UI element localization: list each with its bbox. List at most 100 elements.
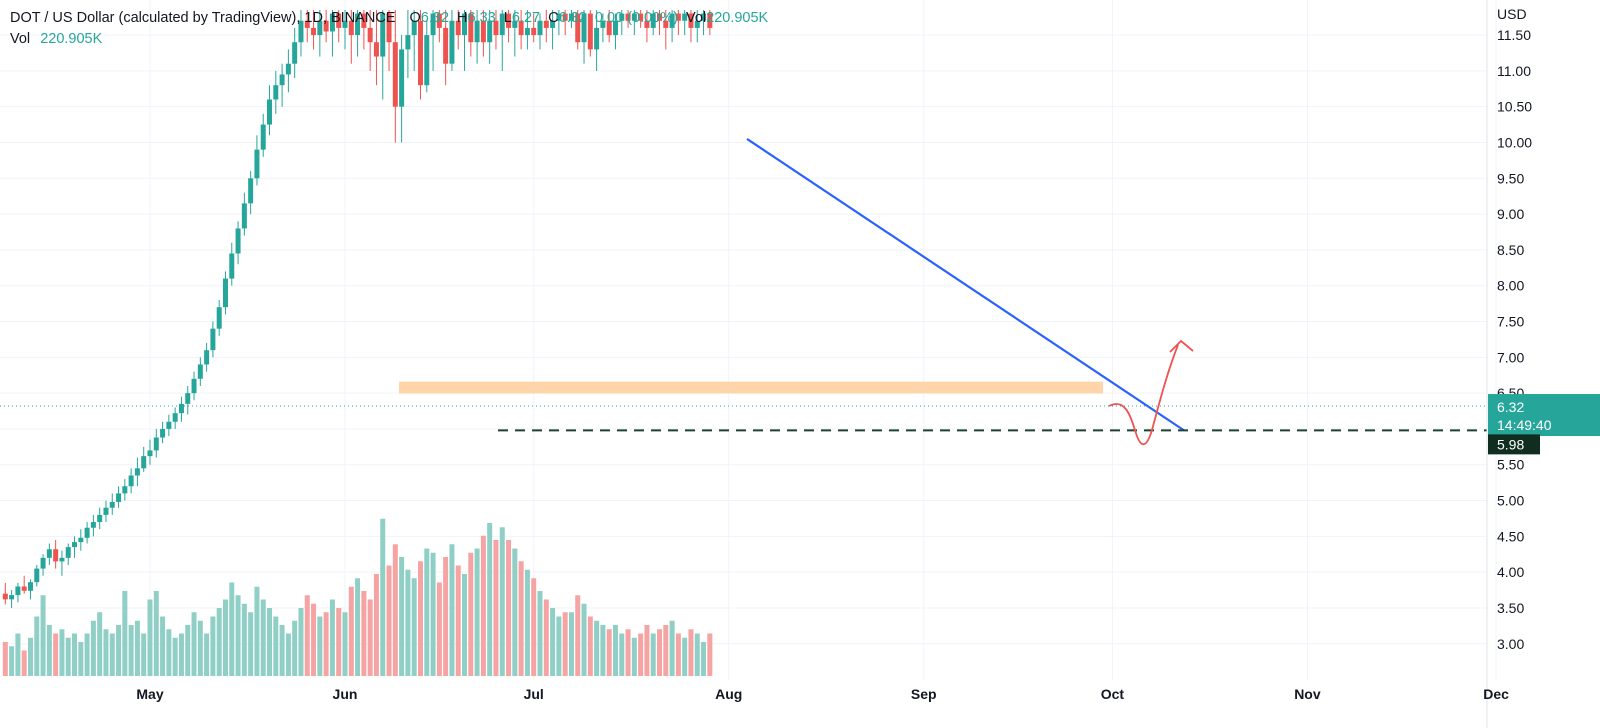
candle-body [531,27,537,36]
candle-body [46,549,52,558]
high-label: H [457,10,468,26]
candle-body [518,20,524,36]
close-label: C [548,10,559,26]
volume-bar [562,612,568,676]
volume-bar [487,523,493,676]
symbol-title[interactable]: DOT / US Dollar (calculated by TradingVi… [10,10,396,26]
volume-bar [248,612,254,676]
candle-body [342,20,348,28]
time-tick-label: Oct [1101,686,1125,702]
candle-body [612,20,618,36]
volume-bar [600,625,606,676]
candle-body [166,421,172,429]
candle-body [411,20,417,36]
volume-bar [90,620,96,676]
candle-body [72,542,78,548]
volume-bar [537,591,543,676]
candle-body [122,486,128,494]
volume-bar [298,608,304,676]
candle-body [373,42,379,57]
drawings [0,137,1487,446]
volume-bar [474,548,480,676]
volume-bars [2,518,713,676]
candle-body [455,20,461,36]
volume-legend: Vol 220.905K [10,31,102,47]
volume-bar [323,612,329,676]
low-value: 6.27 [511,10,541,26]
candle-body [594,27,600,50]
candle-body [361,13,367,28]
volume-bar [644,625,650,676]
price-tick-label: 7.50 [1497,314,1524,330]
bar-countdown: 14:49:40 [1497,417,1552,433]
change-value: 0.00 (0.00%) [594,10,678,26]
volume-bar [15,633,21,676]
volume-legend-label[interactable]: Vol [10,31,31,47]
volume-bar [657,629,663,676]
candle-body [229,253,235,279]
volume-bar [380,518,386,676]
candle-body [267,99,273,125]
candle-body [619,13,625,21]
candle-body [606,20,612,36]
volume-bar [109,633,115,676]
volume-bar [197,620,203,676]
candle-body [292,42,298,64]
candle-body [191,378,197,394]
volume-bar [449,544,455,676]
candle-body [147,450,153,457]
volume-bar [386,565,392,676]
volume-bar [701,642,707,676]
candle-body [405,35,411,50]
candle-body [285,63,291,75]
volume-legend-value: 220.905K [40,31,103,47]
candle-body [524,27,530,36]
candle-body [279,74,285,86]
candle-body [512,20,518,28]
volume-bar [675,633,681,676]
candle-body [380,13,386,57]
volume-bar [518,561,524,676]
time-tick-label: Jul [524,686,544,702]
candle-body [468,13,474,43]
price-tick-label: 11.00 [1497,63,1531,79]
volume-bar [65,637,71,676]
time-axis: May Jun Jul Aug Sep Oct Nov Dec [136,686,1509,702]
candle-body [241,203,247,229]
price-tick-label: 10.00 [1497,134,1532,150]
volume-bar [285,633,291,676]
time-tick-label: Jun [333,686,358,702]
candle-body [116,493,122,502]
volume-bar [229,582,235,676]
price-tick-label: 10.50 [1497,99,1532,115]
candle-body [329,13,335,32]
volume-bar [361,591,367,676]
volume-bar [191,612,197,676]
volume-bar [417,561,423,676]
candle-body [657,13,663,21]
volume-bar [59,629,65,676]
low-label: L [503,10,512,26]
volume-bar [2,642,8,676]
candle-body [298,20,304,43]
volume-bar [506,540,512,676]
volume-bar [342,612,348,676]
candle-body [53,549,59,562]
volume-bar [241,603,247,676]
volume-bar [443,557,449,676]
volume-bar [210,616,216,676]
candle-body [311,27,317,36]
volume-bar [235,595,241,676]
volume-bar [531,578,537,676]
candle-body [172,413,178,422]
volume-bar [185,625,191,676]
candle-body [153,437,159,451]
candle-body [254,149,260,179]
candle-body [474,20,480,43]
candle-body [34,568,40,583]
volume-bar [568,612,574,676]
price-axis: 3.003.504.004.505.005.506.006.507.007.50… [1486,0,1600,728]
volume-bar [392,544,398,676]
volume-bar [273,616,279,676]
